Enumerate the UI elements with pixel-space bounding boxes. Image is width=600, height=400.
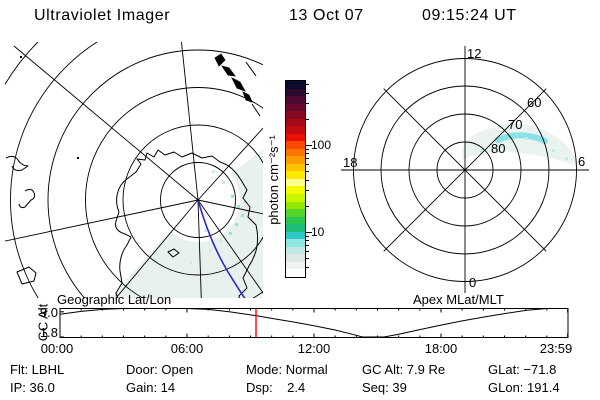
header-time: 09:15:24 UT — [422, 7, 517, 24]
latitude-circles — [5, 42, 263, 298]
colorbar — [285, 80, 306, 278]
colorbar-ticks — [306, 80, 314, 278]
orbit-altitude-curve — [59, 308, 568, 338]
status-mode: Mode: Normal — [246, 362, 328, 377]
mlat-label-60: 60 — [527, 95, 541, 110]
status-ip: IP: 36.0 — [10, 380, 55, 395]
mlat-label-80: 80 — [491, 141, 505, 156]
x-tick-0600: 06:00 — [170, 341, 204, 356]
mlt-spokes — [341, 46, 589, 293]
aurora-oval-geographic — [109, 149, 263, 298]
mlt-label-18: 18 — [343, 155, 357, 170]
colorbar-tick-label-100: 100 — [311, 138, 332, 152]
status-glat: GLat: −71.8 — [488, 362, 557, 377]
orbit-altitude-chart — [59, 308, 569, 338]
map-caption: Geographic Lat/Lon — [57, 292, 172, 307]
polar-caption: Apex MLat/MLT — [413, 292, 504, 307]
colorbar-units-label: photon cm⁻²s⁻¹ — [266, 135, 281, 225]
meridian-lines — [5, 42, 263, 298]
x-tick-1800: 18:00 — [424, 341, 458, 356]
status-seq: Seq: 39 — [362, 380, 407, 395]
chart-frame — [59, 308, 569, 338]
header-date: 13 Oct 07 — [289, 7, 364, 24]
page-title: Ultraviolet Imager — [34, 7, 171, 24]
status-flt: Flt: LBHL — [10, 362, 65, 377]
status-door: Door: Open — [126, 362, 194, 377]
x-tick-1200: 12:00 — [297, 341, 331, 356]
status-gain: Gain: 14 — [126, 380, 176, 395]
geographic-map — [5, 42, 263, 298]
apex-polar-plot: 12 18 6 0 80 70 60 — [341, 46, 589, 293]
coastline-islands — [5, 53, 261, 285]
status-gcalt: GC Alt: 7.9 Re — [362, 362, 446, 377]
pole-point — [196, 198, 200, 202]
mlt-label-12: 12 — [467, 46, 481, 61]
status-dsp: Dsp: 2.4 — [246, 380, 306, 395]
satellite-track — [197, 199, 246, 298]
chart-axis-ticks — [59, 308, 569, 338]
mlat-label-70: 70 — [508, 117, 522, 132]
x-tick-2359: 23:59 — [539, 341, 573, 356]
x-tick-0000: 00:00 — [40, 341, 74, 356]
colorbar-tick-label-10: 10 — [311, 225, 325, 239]
coastline-antarctica — [115, 149, 259, 298]
mlt-label-6: 6 — [578, 154, 585, 169]
status-glon: GLon: 191.4 — [488, 380, 560, 395]
mlt-label-0: 0 — [469, 275, 476, 290]
y-tick-label-9: 9.0 — [39, 305, 58, 320]
y-tick-label-1-8: 1.8 — [39, 325, 58, 340]
